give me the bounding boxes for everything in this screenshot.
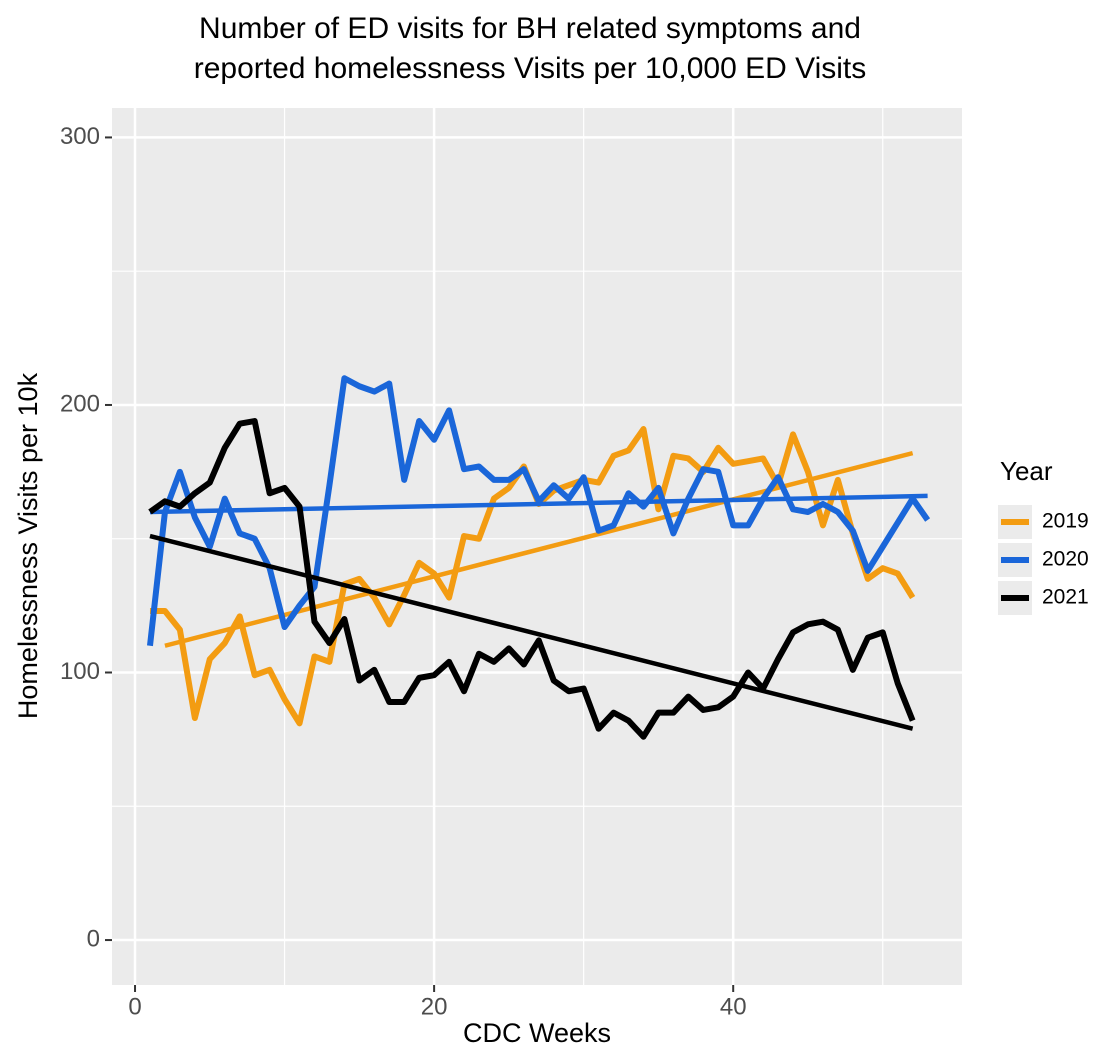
x-tick-label: 0: [128, 993, 141, 1020]
legend-label: 2019: [1042, 510, 1089, 533]
marks: [147, 375, 931, 740]
legend: 2019 2020 2021: [998, 505, 1089, 615]
series-line: [148, 418, 916, 740]
x-tick-label: 40: [720, 993, 747, 1020]
legend-label: 2020: [1042, 548, 1089, 571]
y-tick-label: 300: [60, 123, 100, 150]
trend-line: [149, 533, 914, 731]
y-tick-label: 100: [60, 658, 100, 685]
legend-title: Year: [1000, 456, 1053, 486]
chart-title: Number of ED visits for BH related sympt…: [199, 12, 861, 45]
y-tick-label: 0: [87, 925, 100, 952]
y-axis-title: Homelessness Visits per 10k: [13, 372, 43, 719]
legend-label: 2021: [1042, 586, 1089, 609]
x-axis-title: CDC Weeks: [463, 1018, 611, 1048]
y-tick-label: 200: [60, 390, 100, 417]
series-line: [147, 375, 931, 647]
trend-line: [164, 450, 914, 648]
x-tick-label: 20: [421, 993, 448, 1020]
panel: [112, 108, 962, 985]
chart-title: reported homelessness Visits per 10,000 …: [194, 52, 867, 85]
